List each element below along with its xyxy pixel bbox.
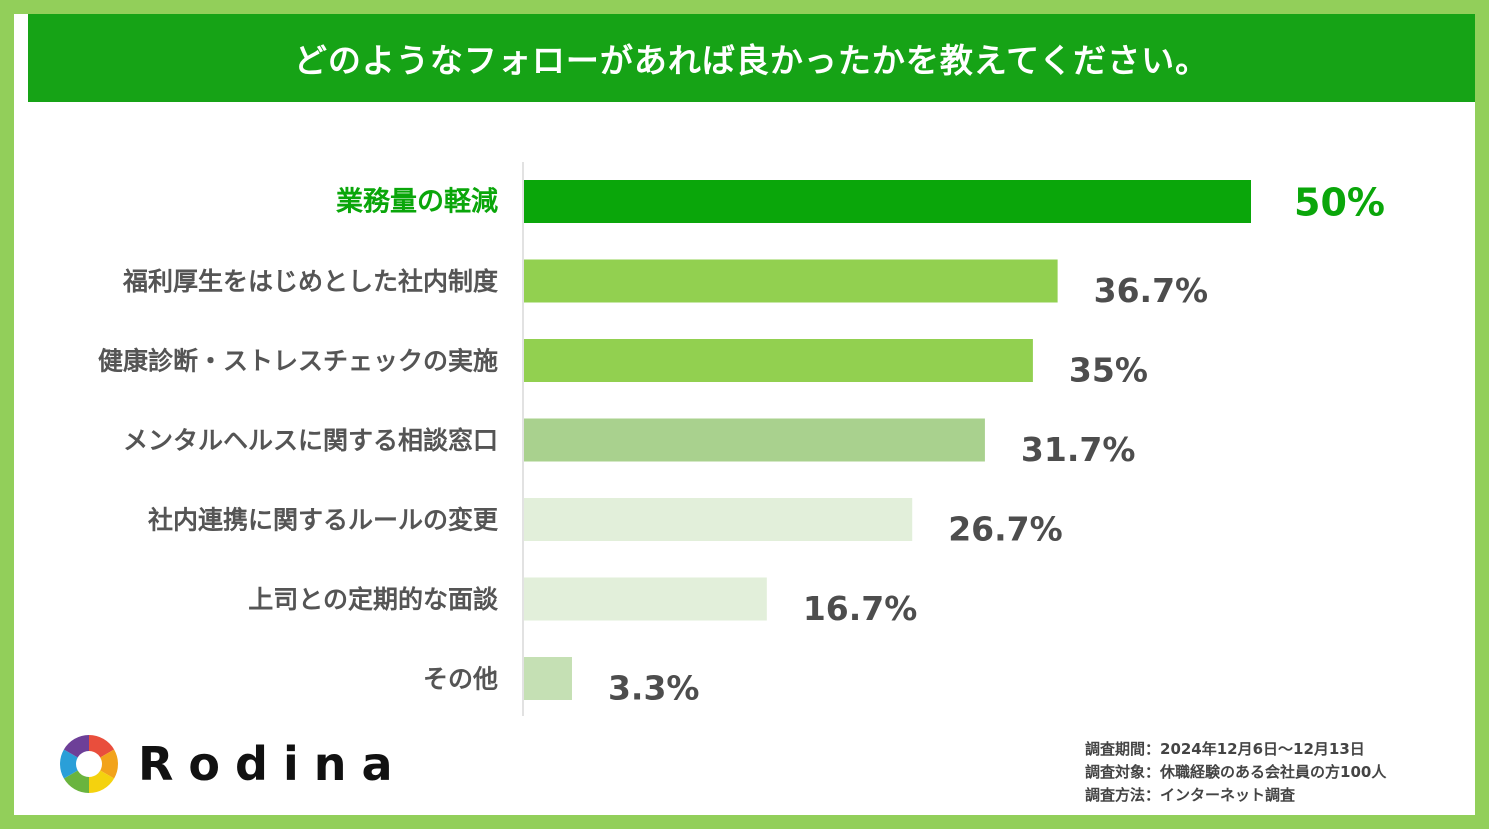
logo-text: Rodina (138, 737, 408, 791)
bar-3 (524, 418, 985, 462)
logo-icon (60, 735, 118, 793)
value-label-3: 31.7% (1021, 430, 1135, 469)
bar-1 (524, 259, 1058, 303)
survey-method: 調査方法：インターネット調査 (1085, 786, 1296, 804)
bar-2 (524, 339, 1033, 382)
survey-period: 調査期間：2024年12月6日〜12月13日 (1085, 740, 1365, 758)
category-label-1: 福利厚生をはじめとした社内制度 (122, 267, 498, 296)
value-label-5: 16.7% (803, 589, 918, 628)
chart-title: どのようなフォローがあれば良かったかを教えてください。 (293, 41, 1210, 80)
logo: Rodina (58, 733, 408, 795)
value-label-4: 26.7% (948, 510, 1063, 549)
survey-info: 調査期間：2024年12月6日〜12月13日 調査対象：休職経験のある会社員の方… (1085, 738, 1386, 807)
bar-0 (524, 180, 1251, 223)
value-label-1: 36.7% (1094, 271, 1209, 310)
category-label-0: 業務量の軽減 (336, 187, 498, 218)
value-label-2: 35% (1069, 351, 1148, 390)
category-label-4: 社内連携に関するルールの変更 (148, 506, 499, 535)
category-label-5: 上司との定期的な面談 (248, 585, 499, 614)
category-label-3: メンタルヘルスに関する相談窓口 (123, 426, 498, 455)
value-label-6: 3.3% (608, 669, 700, 708)
bar-6 (524, 657, 572, 700)
title-bar: どのようなフォローがあれば良かったかを教えてください。 (28, 14, 1475, 102)
category-label-6: その他 (423, 665, 498, 694)
bar-4 (524, 498, 913, 541)
survey-target: 調査対象：休職経験のある会社員の方100人 (1085, 763, 1387, 781)
category-label-2: 健康診断・ストレスチェックの実施 (98, 347, 498, 376)
value-label-0: 50% (1294, 181, 1385, 225)
bar-5 (524, 577, 767, 621)
